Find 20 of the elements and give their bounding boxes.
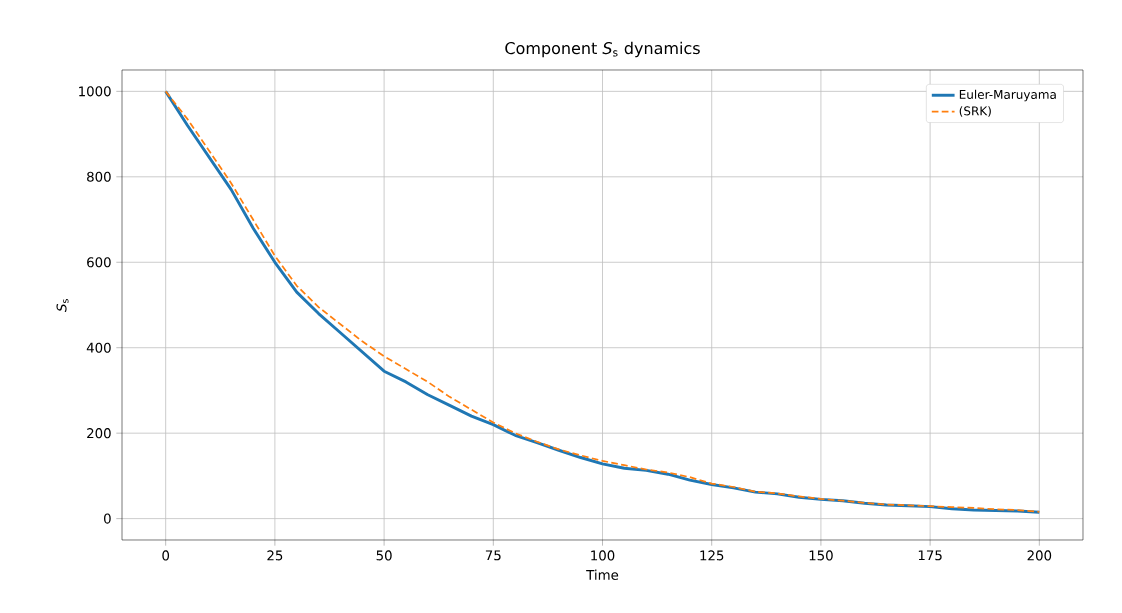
x-tick-label: 75 [485,550,501,561]
x-tick-label: 200 [1027,550,1052,561]
legend-label: (SRK) [959,106,991,117]
y-tick-label: 400 [86,342,111,353]
x-tick-label: 100 [591,550,615,561]
x-tick-label: 50 [376,550,392,561]
legend-label: Euler-Maruyama [959,89,1056,102]
y-tick-label: 1000 [79,86,111,97]
x-tick-label: 175 [918,550,942,561]
x-axis-title: Time [586,569,619,580]
x-tick-label: 0 [162,550,170,561]
y-tick-label: 800 [87,171,111,182]
x-tick-label: 25 [267,550,283,561]
y-tick-label: 0 [104,513,111,524]
x-tick-label: 125 [700,550,724,561]
y-axis-title: S$_{s}$ [56,299,69,312]
x-tick-label: 150 [809,550,833,561]
y-tick-label: 600 [87,257,111,268]
y-tick-label: 200 [87,428,111,439]
chart-title: Component S$_{s}$ dynamics [505,41,700,58]
